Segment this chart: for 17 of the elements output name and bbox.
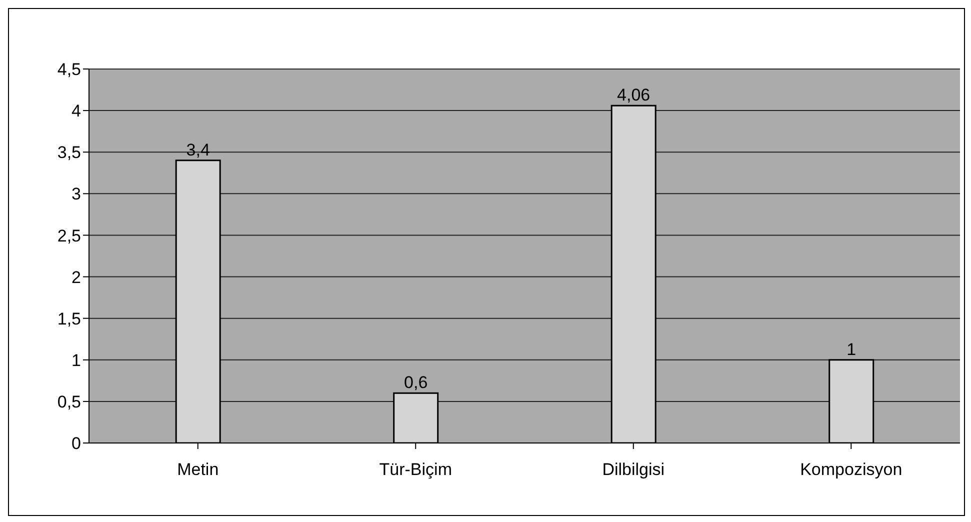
y-tick-label: 3 bbox=[72, 184, 81, 204]
y-tick-label: 3,5 bbox=[57, 143, 81, 162]
data-label: 4,06 bbox=[617, 86, 650, 105]
y-tick-label: 0 bbox=[72, 434, 81, 454]
y-tick-label: 2,5 bbox=[57, 226, 81, 246]
x-tick-label: Tür-Biçim bbox=[379, 460, 452, 480]
data-label: 0,6 bbox=[404, 373, 428, 392]
x-tick-label: Kompozisyon bbox=[800, 460, 902, 480]
y-tick-label: 4 bbox=[72, 102, 81, 121]
y-tick-label: 0,5 bbox=[57, 392, 81, 412]
y-tick-label: 4,5 bbox=[57, 60, 81, 80]
y-tick-label: 1,5 bbox=[57, 309, 81, 328]
y-tick-label: 2 bbox=[72, 268, 81, 287]
data-label: 1 bbox=[846, 340, 856, 359]
y-tick-label: 1 bbox=[72, 350, 81, 370]
x-tick-label: Dilbilgisi bbox=[602, 460, 665, 480]
x-tick-label: Metin bbox=[177, 460, 219, 480]
